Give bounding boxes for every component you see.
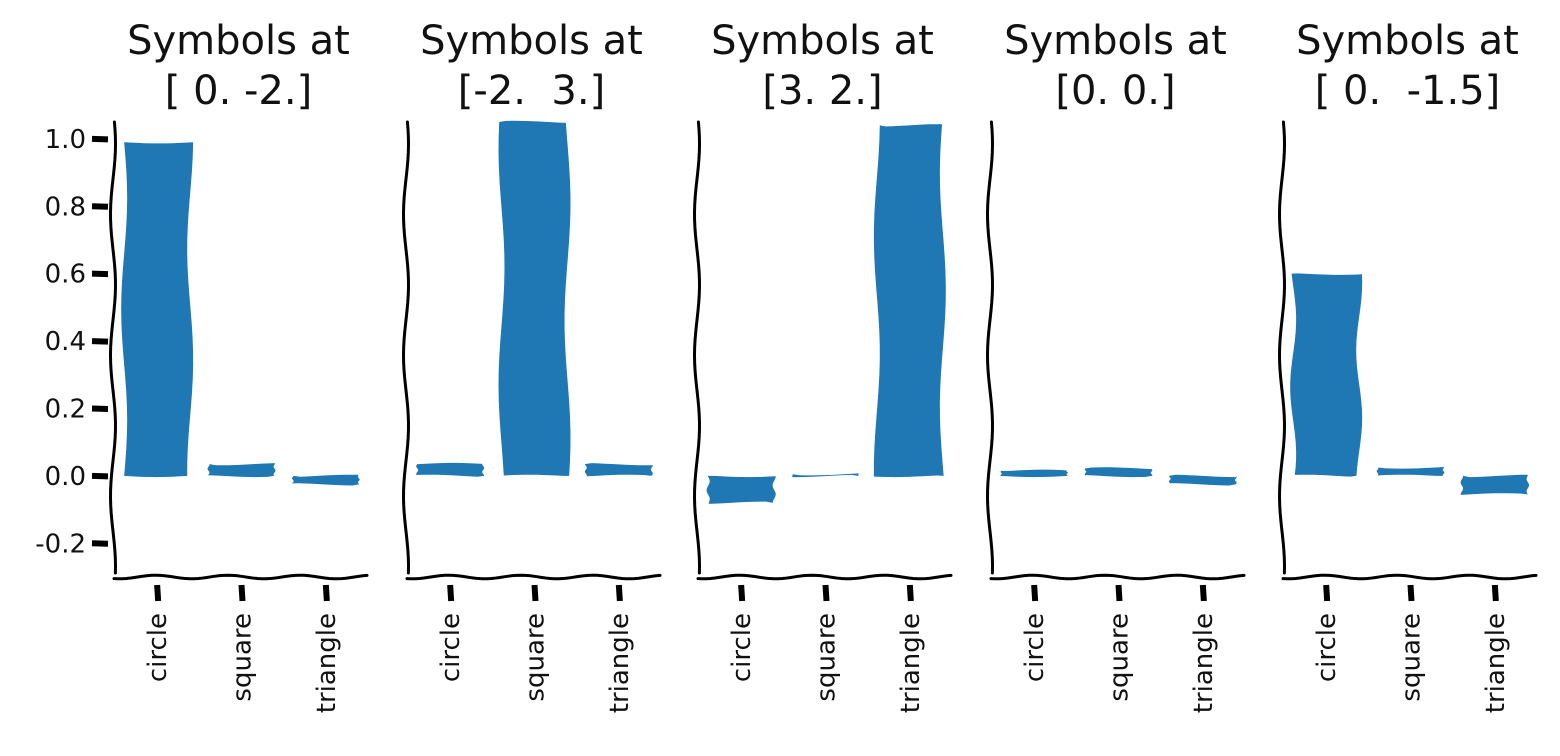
x-axis-spine	[1281, 573, 1538, 581]
bar-circle	[416, 462, 485, 477]
x-axis-spine	[989, 573, 1246, 581]
y-tick-label: 0.2	[45, 394, 86, 424]
subplot-title-line: Symbols at	[711, 18, 934, 64]
y-tick-label: 1.0	[45, 125, 86, 155]
subplot-title-line: Symbols at	[420, 18, 643, 64]
x-tick-label: circle	[436, 613, 466, 682]
bar-square	[791, 473, 860, 478]
x-tick	[1115, 584, 1123, 602]
subplot-title-line: [ 0. -2.]	[165, 68, 312, 114]
bar-square	[498, 120, 571, 476]
x-tick	[322, 584, 330, 602]
x-tick-label: circle	[143, 613, 173, 682]
bar-square	[1376, 466, 1445, 476]
y-tick-label: -0.2	[35, 529, 86, 559]
y-tick	[91, 135, 109, 143]
subplot-title-line: [ 0. -1.5]	[1315, 68, 1501, 114]
subplot-title-line: [0. 0.]	[1055, 68, 1175, 114]
y-tick	[91, 540, 109, 547]
x-tick-label: circle	[1020, 613, 1050, 682]
bar-triangle	[292, 474, 360, 486]
subplot-title-line: Symbols at	[1296, 18, 1519, 64]
x-tick-label: square	[228, 613, 258, 702]
subplot-1: Symbols at[ 0. -2.] circle square triangle 1…	[35, 18, 369, 713]
bar-triangle	[1169, 474, 1237, 486]
x-axis-spine	[696, 573, 953, 581]
bar-circle	[1000, 469, 1068, 478]
x-axis-spine	[112, 573, 369, 581]
x-tick	[1491, 584, 1499, 602]
x-tick	[822, 584, 830, 602]
y-axis-spine	[401, 120, 411, 575]
y-tick	[91, 270, 109, 278]
x-tick-label: triangle	[896, 613, 926, 713]
x-tick	[615, 584, 623, 602]
x-tick-label: circle	[1312, 613, 1342, 682]
subplot-title-line: Symbols at	[127, 18, 350, 64]
subplot-title-line: [3. 2.]	[762, 68, 882, 114]
y-axis-spine	[1277, 120, 1287, 575]
x-tick-label: triangle	[1481, 613, 1511, 713]
y-tick	[91, 405, 109, 412]
x-tick	[738, 584, 746, 602]
x-tick	[447, 584, 455, 602]
x-tick-label: triangle	[605, 613, 635, 713]
y-tick	[91, 472, 109, 480]
subplot-title-line: [-2. 3.]	[458, 68, 605, 114]
x-tick-label: triangle	[312, 613, 342, 713]
subplot-2: Symbols at[-2. 3.] circle square triangle	[401, 18, 662, 713]
x-tick	[238, 584, 246, 602]
x-tick-label: square	[1397, 613, 1427, 702]
y-tick-label: 0.6	[45, 260, 86, 290]
subplot-5: Symbols at[ 0. -1.5] circle square triangle	[1277, 18, 1538, 713]
x-tick-label: square	[521, 613, 551, 702]
x-tick	[906, 584, 914, 602]
bar-triangle	[873, 124, 946, 478]
subplot-3: Symbols at[3. 2.] circle square triangle	[692, 18, 953, 713]
y-axis-spine	[692, 120, 702, 575]
y-tick	[91, 203, 109, 210]
y-tick-label: 0.4	[45, 327, 86, 357]
x-tick	[531, 584, 539, 602]
bar-square	[207, 463, 276, 478]
x-tick-label: square	[1105, 613, 1135, 702]
subplot-4: Symbols at[0. 0.] circle square triangle	[985, 18, 1246, 713]
y-axis-spine	[108, 120, 118, 575]
x-axis-spine	[405, 573, 662, 581]
x-tick	[1323, 584, 1331, 602]
x-tick-label: square	[812, 613, 842, 702]
bar-triangle	[1460, 474, 1530, 495]
bar-triangle	[584, 463, 653, 477]
x-tick	[1199, 584, 1207, 602]
x-tick	[1031, 584, 1039, 602]
y-tick	[91, 338, 109, 345]
bar-circle	[1290, 273, 1363, 477]
bar-square	[1084, 467, 1153, 478]
x-tick	[1407, 584, 1415, 602]
x-tick-label: triangle	[1189, 613, 1219, 713]
x-tick	[154, 584, 162, 602]
subplot-title-line: Symbols at	[1004, 18, 1227, 64]
x-tick-label: circle	[727, 613, 757, 682]
y-tick-label: 0.8	[45, 192, 86, 222]
bar-circle	[706, 475, 776, 504]
bar-circle	[121, 142, 194, 478]
y-tick-label: 0.0	[45, 462, 86, 492]
y-axis-spine	[985, 120, 995, 575]
